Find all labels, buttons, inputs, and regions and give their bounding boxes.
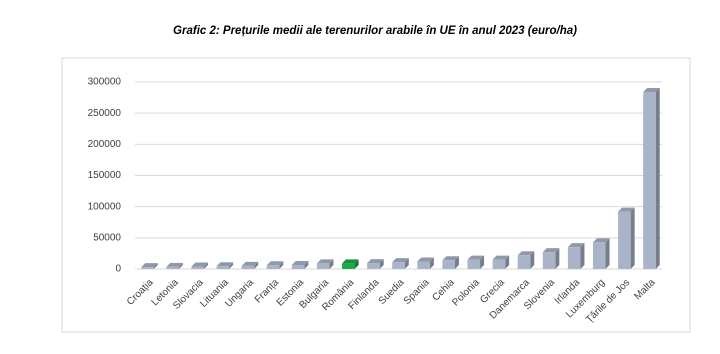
bar <box>643 91 656 270</box>
bar-top <box>141 263 158 268</box>
bar-top <box>567 243 585 248</box>
bar-top <box>542 248 560 253</box>
x-tick-label: Malta <box>632 277 657 302</box>
bar-side <box>454 256 459 269</box>
y-tick-label: 250000 <box>88 108 122 119</box>
bar <box>141 267 154 269</box>
bar-top <box>417 257 434 262</box>
chart-title: Grafic 2: Prețurile medii ale terenurilo… <box>173 25 577 37</box>
bar-side <box>480 255 485 269</box>
bar-top <box>291 260 309 265</box>
bar-side <box>555 248 560 269</box>
bar-side <box>254 261 259 269</box>
bar <box>241 265 255 269</box>
bar-top <box>618 207 635 212</box>
bar <box>467 259 481 269</box>
bar <box>392 262 405 269</box>
bar-side <box>429 257 434 269</box>
bar-side <box>304 260 309 269</box>
bar <box>166 266 179 269</box>
bar-top <box>166 262 183 267</box>
bar-side <box>655 87 660 270</box>
bar-side <box>329 259 334 269</box>
bar <box>492 259 506 269</box>
bar-side <box>605 238 610 269</box>
bar-side <box>354 259 359 269</box>
bar-side <box>229 262 234 269</box>
bar-side <box>530 251 535 269</box>
bar-top <box>517 251 535 256</box>
bar <box>291 264 305 269</box>
bar-side <box>178 262 183 269</box>
bar-top <box>266 261 284 266</box>
y-tick-label: 200000 <box>88 139 122 150</box>
bar-top <box>392 258 409 263</box>
bar-top <box>342 259 359 264</box>
bar-top <box>467 255 485 260</box>
bar <box>517 255 531 269</box>
bar <box>417 261 430 269</box>
y-tick-label: 300000 <box>88 77 122 88</box>
x-tick-label: Ungaria <box>223 277 256 310</box>
y-tick-label: 150000 <box>88 170 122 181</box>
bar <box>191 266 205 269</box>
bar-top <box>592 238 610 243</box>
x-tick-label: Polonia <box>450 277 482 309</box>
bar-top <box>367 259 384 264</box>
bar-top <box>216 262 234 267</box>
bar <box>618 211 631 269</box>
bar-top <box>191 262 209 267</box>
bar <box>567 247 581 269</box>
bar-side <box>279 261 284 269</box>
y-tick-label: 50000 <box>93 232 121 243</box>
bar-side <box>379 259 384 269</box>
bar-side <box>505 255 510 269</box>
bar <box>266 265 280 269</box>
bar <box>367 263 380 269</box>
x-tick-label: Suedia <box>377 277 407 307</box>
bar <box>316 263 330 269</box>
bar-top <box>316 259 334 264</box>
bar <box>592 242 606 269</box>
bar-side <box>153 263 158 269</box>
bar-side <box>404 258 409 269</box>
y-tick-label: 100000 <box>88 201 122 212</box>
bar-top <box>492 255 510 260</box>
bar <box>542 252 556 269</box>
bar <box>216 266 230 269</box>
bar-side <box>630 207 635 269</box>
bar-side <box>580 243 585 269</box>
bar-top <box>643 87 660 92</box>
bar-side <box>204 262 209 269</box>
x-tick-label: Spania <box>402 277 432 307</box>
bar <box>442 260 455 269</box>
chart-frame <box>61 57 691 333</box>
bar-top <box>442 256 459 261</box>
bar-top <box>241 261 259 266</box>
y-tick-label: 0 <box>115 264 121 275</box>
bar <box>342 263 355 269</box>
